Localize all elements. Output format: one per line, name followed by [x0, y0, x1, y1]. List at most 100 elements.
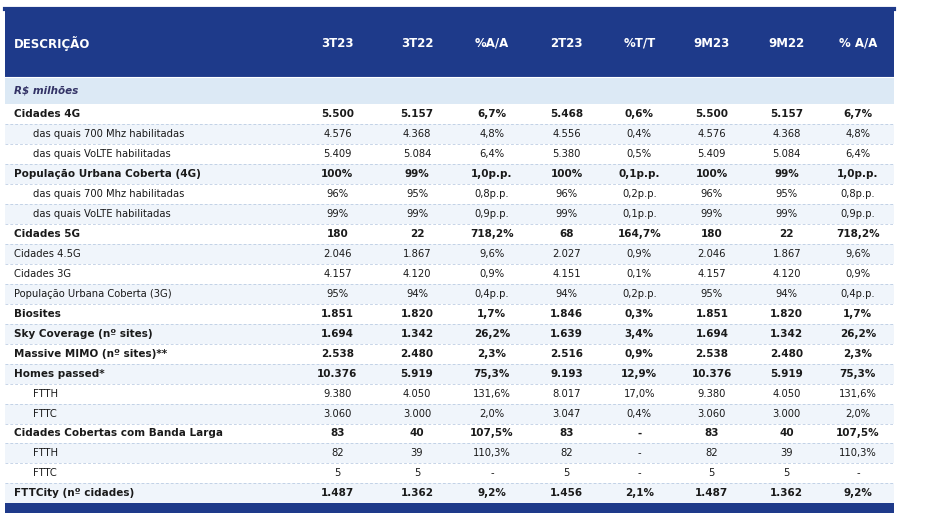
- Text: 96%: 96%: [701, 189, 723, 199]
- Text: 0,6%: 0,6%: [625, 109, 653, 119]
- Text: FTTH: FTTH: [33, 389, 58, 399]
- Text: 95%: 95%: [776, 189, 797, 199]
- Text: 99%: 99%: [776, 209, 797, 218]
- Text: 3,4%: 3,4%: [624, 329, 654, 338]
- Text: 1,0p.p.: 1,0p.p.: [471, 169, 513, 179]
- Text: 6,4%: 6,4%: [479, 149, 505, 159]
- Text: 2.538: 2.538: [321, 349, 354, 359]
- Text: 2,0%: 2,0%: [479, 408, 505, 418]
- Text: 2,1%: 2,1%: [625, 488, 653, 498]
- Text: 4.120: 4.120: [402, 269, 431, 279]
- Text: 1.851: 1.851: [695, 309, 728, 319]
- Text: 4.120: 4.120: [772, 269, 801, 279]
- Text: 5.380: 5.380: [552, 149, 581, 159]
- Text: 4.050: 4.050: [772, 389, 801, 399]
- Text: 2T23: 2T23: [550, 36, 583, 50]
- Text: 9,6%: 9,6%: [845, 249, 870, 258]
- Text: 9.380: 9.380: [697, 389, 726, 399]
- Text: 180: 180: [327, 229, 348, 239]
- Text: 100%: 100%: [695, 169, 728, 179]
- Text: 1.639: 1.639: [550, 329, 583, 338]
- Text: das quais 700 Mhz habilitadas: das quais 700 Mhz habilitadas: [33, 189, 184, 199]
- Text: 9.380: 9.380: [323, 389, 352, 399]
- Text: 82: 82: [706, 448, 718, 458]
- Text: 1,7%: 1,7%: [843, 309, 872, 319]
- Text: 4.157: 4.157: [323, 269, 352, 279]
- Text: 3T23: 3T23: [321, 36, 354, 50]
- Text: 718,2%: 718,2%: [836, 229, 880, 239]
- Text: 99%: 99%: [327, 209, 348, 218]
- Text: FTTCity (nº cidades): FTTCity (nº cidades): [14, 488, 134, 498]
- Text: Cidades 4.5G: Cidades 4.5G: [14, 249, 80, 258]
- Text: 9M23: 9M23: [694, 36, 730, 50]
- Text: 22: 22: [410, 229, 424, 239]
- Text: 4.368: 4.368: [772, 129, 801, 139]
- Text: 94%: 94%: [406, 289, 428, 298]
- Text: 4.556: 4.556: [552, 129, 581, 139]
- Text: 1.867: 1.867: [402, 249, 431, 258]
- Text: 2,3%: 2,3%: [477, 349, 506, 359]
- Text: 110,3%: 110,3%: [473, 448, 511, 458]
- Text: 5.409: 5.409: [323, 149, 352, 159]
- Text: 2.046: 2.046: [697, 249, 726, 258]
- Bar: [5, 443, 894, 463]
- Text: 1.342: 1.342: [770, 329, 803, 338]
- Text: 0,9p.p.: 0,9p.p.: [475, 209, 509, 218]
- Bar: [5, 484, 894, 503]
- Text: 4.157: 4.157: [697, 269, 726, 279]
- Text: 5: 5: [414, 469, 420, 479]
- Text: FTTH: FTTH: [33, 448, 58, 458]
- Text: 1.694: 1.694: [695, 329, 728, 338]
- Text: 0,5%: 0,5%: [627, 149, 651, 159]
- Text: 1,7%: 1,7%: [477, 309, 506, 319]
- Text: das quais VoLTE habilitadas: das quais VoLTE habilitadas: [33, 149, 170, 159]
- Text: População Urbana Coberta (4G): População Urbana Coberta (4G): [14, 169, 201, 179]
- Text: 718,2%: 718,2%: [470, 229, 514, 239]
- Text: 1.851: 1.851: [321, 309, 354, 319]
- Text: 6,4%: 6,4%: [845, 149, 870, 159]
- Text: 0,2p.p.: 0,2p.p.: [622, 189, 657, 199]
- Text: 5.084: 5.084: [772, 149, 801, 159]
- Text: 0,9p.p.: 0,9p.p.: [841, 209, 875, 218]
- Text: 3.060: 3.060: [323, 408, 352, 418]
- Text: Homes passed*: Homes passed*: [14, 368, 105, 378]
- Text: 5.409: 5.409: [697, 149, 726, 159]
- Text: das quais VoLTE habilitadas: das quais VoLTE habilitadas: [33, 209, 170, 218]
- Text: Sky Coverage (nº sites): Sky Coverage (nº sites): [14, 329, 153, 338]
- Text: -: -: [637, 469, 641, 479]
- Bar: [5, 404, 894, 424]
- Text: FTTC: FTTC: [33, 469, 56, 479]
- Text: 5: 5: [334, 469, 341, 479]
- Text: %A/A: %A/A: [475, 36, 509, 50]
- Text: FTTC: FTTC: [33, 408, 56, 418]
- Bar: [5, 503, 894, 513]
- Text: 39: 39: [411, 448, 423, 458]
- Text: 8.017: 8.017: [552, 389, 581, 399]
- Bar: [5, 164, 894, 184]
- Text: 107,5%: 107,5%: [836, 429, 880, 439]
- Text: 26,2%: 26,2%: [474, 329, 510, 338]
- Text: 1.362: 1.362: [401, 488, 433, 498]
- Text: 75,3%: 75,3%: [840, 368, 876, 378]
- Text: %T/T: %T/T: [623, 36, 655, 50]
- Text: 1.487: 1.487: [695, 488, 728, 498]
- Text: 99%: 99%: [406, 209, 428, 218]
- Text: População Urbana Coberta (3G): População Urbana Coberta (3G): [14, 289, 171, 298]
- Text: 4.576: 4.576: [323, 129, 352, 139]
- Bar: [5, 9, 894, 77]
- Text: das quais 700 Mhz habilitadas: das quais 700 Mhz habilitadas: [33, 129, 184, 139]
- Text: 100%: 100%: [321, 169, 354, 179]
- Text: 5.157: 5.157: [401, 109, 433, 119]
- Text: 82: 82: [561, 448, 573, 458]
- Text: 3.000: 3.000: [402, 408, 431, 418]
- Text: 4.151: 4.151: [552, 269, 581, 279]
- Text: 1.456: 1.456: [550, 488, 583, 498]
- Text: 68: 68: [560, 229, 574, 239]
- Text: 96%: 96%: [327, 189, 348, 199]
- Text: 95%: 95%: [406, 189, 428, 199]
- Text: 6,7%: 6,7%: [843, 109, 872, 119]
- Text: -: -: [856, 469, 859, 479]
- Text: 95%: 95%: [701, 289, 723, 298]
- Text: 82: 82: [331, 448, 344, 458]
- Text: Cidades 4G: Cidades 4G: [14, 109, 80, 119]
